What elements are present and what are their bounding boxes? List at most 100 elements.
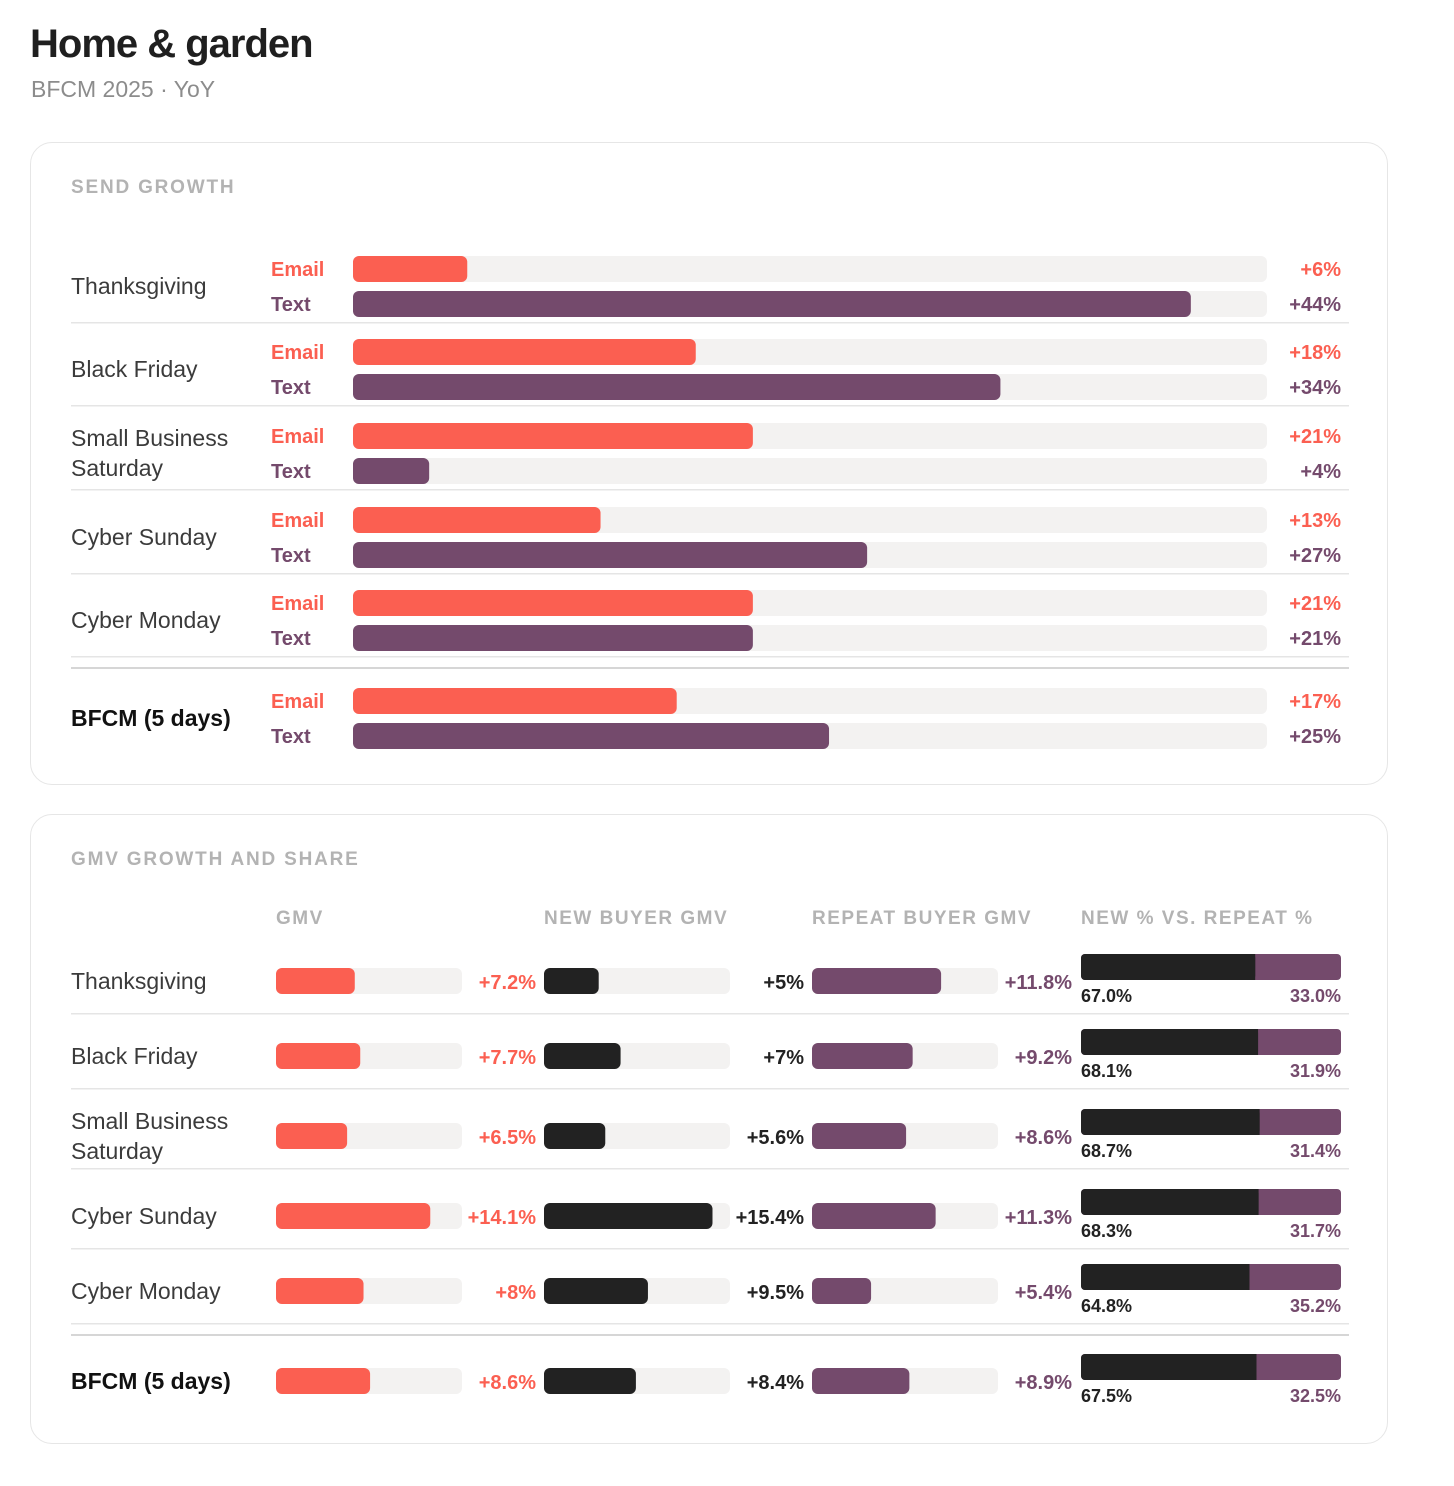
send-day-label-cyber-sunday: Cyber Sunday xyxy=(71,524,217,550)
send-value-label: +21% xyxy=(1289,628,1341,650)
share-bar-new-edge xyxy=(1253,1109,1260,1135)
share-new-label: 67.0% xyxy=(1081,986,1132,1006)
gmv-value-label: +14.1% xyxy=(468,1207,537,1229)
share-new-label: 64.8% xyxy=(1081,1296,1132,1316)
send-bar-email xyxy=(353,688,677,714)
share-bar-new xyxy=(1081,1109,1260,1135)
gmv-bar-repeat-buyer-gmv xyxy=(812,968,942,994)
gmv-value-label: +8.6% xyxy=(1015,1127,1072,1149)
gmv-value-label: +7% xyxy=(763,1047,804,1069)
gmv-value-label: +8% xyxy=(495,1282,536,1304)
row-divider xyxy=(71,1013,1349,1015)
gmv-bar-repeat-buyer-gmv xyxy=(812,1043,913,1069)
share-new-label: 68.1% xyxy=(1081,1061,1132,1081)
send-value-label: +21% xyxy=(1289,426,1341,448)
share-bar-new xyxy=(1081,1354,1257,1380)
gmv-bar-new-buyer-gmv xyxy=(544,1278,648,1304)
gmv-bar-new-buyer-gmv xyxy=(544,1368,636,1394)
gmv-value-label: +5.4% xyxy=(1015,1282,1072,1304)
gmv-value-label: +7.7% xyxy=(479,1047,536,1069)
gmv-day-label-small-business-saturday-line1: Small Business xyxy=(71,1108,228,1134)
gmv-growth-chart: GMV NEW BUYER GMV REPEAT BUYER GMV NEW % VS… xyxy=(71,908,1349,1406)
column-header-repeat-buyer-gmv: REPEAT BUYER GMV xyxy=(812,908,1032,929)
send-value-label: +13% xyxy=(1289,510,1341,532)
gmv-value-label: +9.2% xyxy=(1015,1047,1072,1069)
column-header-new-vs-repeat: NEW % VS. REPEAT % xyxy=(1081,908,1314,929)
send-bar-track xyxy=(353,256,1267,282)
share-repeat-label: 32.5% xyxy=(1290,1386,1341,1406)
share-bar-new xyxy=(1081,1029,1259,1055)
share-bar-new xyxy=(1081,1264,1250,1290)
gmv-bar-new-buyer-gmv xyxy=(544,968,599,994)
send-bar-text xyxy=(353,723,830,749)
send-growth-chart: Thanksgiving Email +6% Text +44% Black Friday… xyxy=(71,256,1349,749)
send-value-label: +17% xyxy=(1289,691,1341,713)
gmv-value-label: +11.8% xyxy=(1005,972,1073,994)
gmv-bar-gmv xyxy=(276,1123,348,1149)
send-value-label: +21% xyxy=(1289,593,1341,615)
send-bar-text xyxy=(353,542,868,568)
gmv-value-label: +8.4% xyxy=(747,1372,804,1394)
send-bar-text xyxy=(353,625,753,651)
share-bar-new-edge xyxy=(1249,954,1256,980)
page-title: Home & garden xyxy=(30,22,314,66)
gmv-bar-repeat-buyer-gmv xyxy=(812,1278,872,1304)
row-divider xyxy=(71,656,1349,658)
row-divider xyxy=(71,1248,1349,1250)
column-header-new-buyer-gmv: NEW BUYER GMV xyxy=(544,908,728,929)
send-channel-label-email: Email xyxy=(271,259,324,281)
send-channel-label-email: Email xyxy=(271,426,324,448)
gmv-bar-new-buyer-gmv xyxy=(544,1123,606,1149)
row-divider xyxy=(71,489,1349,491)
gmv-bar-repeat-buyer-gmv xyxy=(812,1203,936,1229)
share-repeat-label: 31.7% xyxy=(1290,1221,1341,1241)
send-day-label-black-friday: Black Friday xyxy=(71,356,198,382)
send-channel-label-text: Text xyxy=(271,726,311,748)
send-channel-label-text: Text xyxy=(271,294,311,316)
send-channel-label-text: Text xyxy=(271,461,311,483)
share-repeat-label: 33.0% xyxy=(1290,986,1341,1006)
send-channel-label-text: Text xyxy=(271,628,311,650)
send-bar-email xyxy=(353,256,468,282)
share-bar-new-edge xyxy=(1252,1029,1259,1055)
share-bar-new-edge xyxy=(1252,1189,1259,1215)
gmv-growth-title: GMV GROWTH AND SHARE xyxy=(71,849,360,870)
row-divider xyxy=(71,1088,1349,1090)
send-value-label: +27% xyxy=(1289,545,1341,567)
gmv-value-label: +6.5% xyxy=(479,1127,536,1149)
gmv-day-label-bfcm-5-days: BFCM (5 days) xyxy=(71,1368,231,1394)
gmv-value-label: +8.6% xyxy=(479,1372,536,1394)
send-bar-text xyxy=(353,291,1191,317)
send-growth-title: SEND GROWTH xyxy=(71,177,236,198)
share-bar-new xyxy=(1081,954,1256,980)
gmv-bar-gmv xyxy=(276,968,355,994)
gmv-day-label-black-friday: Black Friday xyxy=(71,1043,198,1069)
gmv-bar-gmv xyxy=(276,1043,361,1069)
send-value-label: +6% xyxy=(1300,259,1341,281)
send-bar-email xyxy=(353,423,753,449)
gmv-value-label: +5% xyxy=(763,972,804,994)
gmv-bar-gmv xyxy=(276,1203,431,1229)
gmv-day-label-small-business-saturday-line2: Saturday xyxy=(71,1138,164,1164)
send-day-label-small-business-saturday-line2: Saturday xyxy=(71,455,164,481)
send-value-label: +25% xyxy=(1289,726,1341,748)
share-repeat-label: 31.4% xyxy=(1290,1141,1341,1161)
gmv-bar-repeat-buyer-gmv xyxy=(812,1368,910,1394)
send-channel-label-email: Email xyxy=(271,510,324,532)
gmv-bar-new-buyer-gmv xyxy=(544,1203,713,1229)
share-bar-new-edge xyxy=(1243,1264,1250,1290)
send-channel-label-email: Email xyxy=(271,342,324,364)
gmv-bar-new-buyer-gmv xyxy=(544,1043,621,1069)
send-day-label-cyber-monday: Cyber Monday xyxy=(71,607,221,633)
gmv-growth-card: GMV GROWTH AND SHARE GMV NEW BUYER GMV REP… xyxy=(30,814,1388,1444)
gmv-value-label: +9.5% xyxy=(747,1282,804,1304)
gmv-bar-gmv xyxy=(276,1368,371,1394)
send-bar-text xyxy=(353,374,1001,400)
send-channel-label-email: Email xyxy=(271,593,324,615)
send-bar-email xyxy=(353,590,753,616)
row-divider xyxy=(71,573,1349,575)
share-new-label: 68.3% xyxy=(1081,1221,1132,1241)
row-divider xyxy=(71,1323,1349,1325)
gmv-value-label: +8.9% xyxy=(1015,1372,1072,1394)
gmv-day-label-cyber-sunday: Cyber Sunday xyxy=(71,1203,217,1229)
